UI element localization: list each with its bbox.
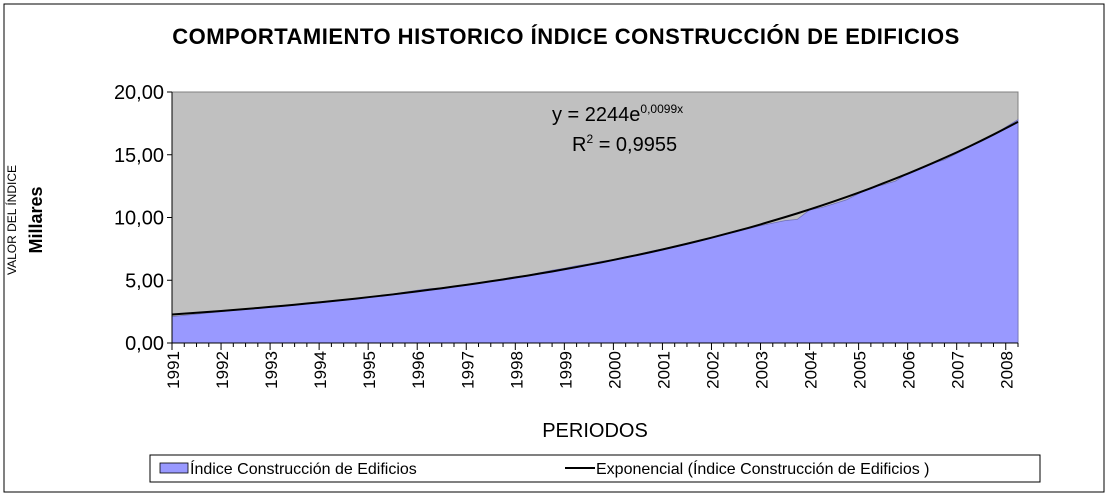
y-tick-label: 10,00 bbox=[114, 208, 164, 230]
y-tick-label: 5,00 bbox=[125, 270, 164, 292]
x-tick-label: 2002 bbox=[703, 351, 722, 389]
x-tick-label: 2004 bbox=[802, 351, 821, 389]
x-tick-label: 2000 bbox=[605, 351, 624, 389]
legend-label: Exponencial (Índice Construcción de Edif… bbox=[596, 459, 930, 478]
x-tick-label: 1994 bbox=[311, 351, 330, 389]
legend-swatch bbox=[159, 462, 189, 474]
x-tick-label: 1998 bbox=[507, 351, 526, 389]
x-axis-label: PERIODOS bbox=[542, 420, 648, 442]
x-tick-label: 2001 bbox=[654, 351, 673, 389]
x-tick-label: 1999 bbox=[556, 351, 575, 389]
r-squared-rest: = 0,9955 bbox=[593, 134, 677, 156]
y-tick-label: 20,00 bbox=[114, 82, 164, 104]
x-tick-label: 2003 bbox=[753, 351, 772, 389]
x-tick-label: 2006 bbox=[900, 351, 919, 389]
legend-label: Índice Construcción de Edificios bbox=[190, 459, 417, 478]
y-unit-label: Millares bbox=[26, 186, 46, 253]
x-tick-label: 2007 bbox=[949, 351, 968, 389]
x-tick-label: 1995 bbox=[360, 351, 379, 389]
chart-title: COMPORTAMIENTO HISTORICO ÍNDICE CONSTRUC… bbox=[172, 24, 960, 49]
r-squared: R2 = 0,9955 bbox=[572, 132, 677, 156]
y-axis-label: VALOR DEL ÍNDICE bbox=[4, 165, 19, 275]
x-tick-label: 1993 bbox=[262, 351, 281, 389]
r-squared-exponent: 2 bbox=[586, 132, 593, 146]
x-tick-label: 1991 bbox=[164, 351, 183, 389]
x-tick-label: 2008 bbox=[998, 351, 1017, 389]
x-tick-label: 2005 bbox=[851, 351, 870, 389]
x-tick-label: 1996 bbox=[409, 351, 428, 389]
equation-exponent: 0,0099x bbox=[640, 102, 683, 116]
equation-base: y = 2244e bbox=[552, 104, 640, 126]
x-tick-label: 1997 bbox=[458, 351, 477, 389]
r-squared-base: R bbox=[572, 134, 586, 156]
y-tick-label: 15,00 bbox=[114, 145, 164, 167]
equation: y = 2244e0,0099x bbox=[552, 102, 683, 126]
y-tick-label: 0,00 bbox=[125, 333, 164, 355]
trend-line bbox=[171, 120, 1019, 316]
x-tick-label: 1992 bbox=[213, 351, 232, 389]
